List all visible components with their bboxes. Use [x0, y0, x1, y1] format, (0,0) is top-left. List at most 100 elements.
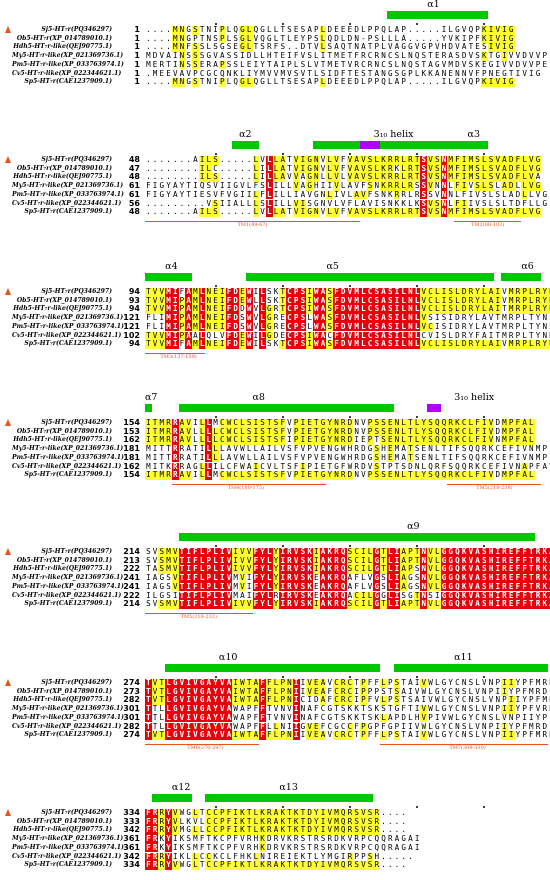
sequence-start-number: 1	[134, 68, 140, 78]
ruler-dot	[416, 23, 419, 25]
sequence-name: Cv5-HT₇r-like(XP_022344621.1)	[12, 591, 122, 599]
sequence-row: Ob5-HT₇r(XP_014789010.1) 1 .... M N G P T N S P L S G…	[0, 34, 550, 44]
sequence-row: Cv5-HT₇r-like(XP_022344621.1) 162 M I T K R R A G…	[0, 462, 550, 472]
ruler-dot	[348, 806, 351, 808]
sequence-start-number: 334	[123, 860, 140, 870]
sequence-row: My5-HT₇r-like(XP_021369736.1) 1 M D V A I N S S S G…	[0, 51, 550, 61]
sequence-row: Pm5-HT₇r-like(XP_033763974.1) 121 F L I M I P A M…	[0, 321, 550, 332]
sequence-row: Ob5-HT₇r(XP_014789010.1) 93 T V V M I P A M L N E I F D…	[0, 296, 550, 306]
tm-segment-label: TM6(270-297)	[187, 744, 224, 751]
sequence-start-number: 282	[123, 721, 140, 731]
sequence-name: Sp5-HT₇r(CAE1237909.1)	[24, 78, 112, 86]
ruler-dot	[483, 153, 486, 155]
sequence-name: Sj5-HT₇r(PQ346297)	[41, 26, 112, 33]
tm-segment-label: TM5(218-232)	[180, 613, 217, 620]
sequence-name: Hdh5-HT₇r-like(QEJ90775.1)	[13, 305, 112, 313]
sequence-row: Cv5-HT₇r-like(XP_022344621.1) 1 . M E E V A V P C G…	[0, 68, 550, 79]
sequence-start-number: 162	[123, 435, 140, 445]
ruler-dots	[0, 282, 550, 290]
ruler-dots	[0, 542, 550, 550]
tm-segment-label: TM2(88-102)	[471, 221, 505, 228]
sequence-name: Pm5-HT₇r-like(XP_033763974.1)	[12, 713, 124, 721]
ruler-dot	[281, 806, 284, 808]
sequence-name: Hdh5-HT₇r-like(QEJ90775.1)	[13, 173, 112, 181]
sequence-start-number: 274	[123, 678, 140, 687]
sequence-start-number: 1	[134, 77, 140, 87]
secondary-structure-row: α2 α3 3₁₀ helix	[0, 129, 550, 150]
helix-label: α3	[467, 129, 481, 140]
query-marker-icon	[5, 156, 11, 163]
sequence-start-number: 274	[123, 730, 140, 740]
ruler-dot	[348, 416, 351, 418]
sequence-name: Sp5-HT₇r(CAE1237909.1)	[24, 731, 112, 739]
sequence-row: My5-HT₇r-like(XP_021369736.1) 361 F R K Y I K S M…	[0, 834, 550, 844]
sequence-name: Pm5-HT₇r-like(XP_033763974.1)	[12, 843, 124, 851]
sequence-start-number: 61	[128, 181, 140, 191]
alpha-helix-bar	[165, 664, 381, 672]
secondary-structure-row: α4 α5 α6	[0, 261, 550, 282]
sequence-row: Sj5-HT₇r(PQ346297) 1 .... M N G S T N I P L Q G L Q G L L T…	[0, 25, 550, 35]
transmembrane-row: TM1(49-67) TM2(88-102)	[0, 219, 550, 231]
ruler-dot	[281, 23, 284, 25]
tm-segment-line	[145, 352, 206, 354]
alpha-helix-bar	[178, 533, 535, 541]
sequence-start-number: 153	[123, 426, 140, 436]
sequence-row: My5-HT₇r-like(XP_021369736.1) 121 F L I M I P A M…	[0, 313, 550, 323]
ruler-dot	[214, 806, 217, 808]
secondary-structure-row: α10 α11	[0, 652, 550, 673]
sequence-name: Sj5-HT₇r(PQ346297)	[41, 156, 112, 163]
alpha-helix-bar	[313, 141, 488, 149]
ruler-dot	[281, 416, 284, 418]
helix-label: α9	[407, 521, 420, 532]
transmembrane-row: TM5(218-232)	[0, 611, 550, 623]
sequence-row: Pm5-HT₇r-like(XP_033763974.1) 361 F R K Y I K S M…	[0, 842, 550, 853]
sequence-row: Hdh5-HT₇r-like(QEJ90775.1) 48 ........ I L S.…	[0, 173, 550, 183]
sequence-start-number: 214	[123, 547, 140, 556]
sequence-start-number: 361	[123, 842, 140, 852]
sequence-row: Sp5-HT₇r(CAE1237909.1) 274 T V T L G V I V G A Y V A I W…	[0, 730, 550, 740]
sequence-row: My5-HT₇r-like(XP_021369736.1) 241 I A G S V T I F…	[0, 573, 550, 583]
ruler-dot	[416, 285, 419, 287]
ruler-dot	[416, 676, 419, 678]
ruler-dot	[348, 285, 351, 287]
sequence-start-number: 241	[123, 573, 140, 583]
sequence-name: Sp5-HT₇r(CAE1237909.1)	[24, 340, 112, 348]
sequence-row: Ob5-HT₇r(XP_014789010.1) 273 T V T L G V I V G A Y V A…	[0, 686, 550, 697]
ruler-dot	[281, 676, 284, 678]
sequence-name: Ob5-HT₇r(XP_014789010.1)	[16, 296, 112, 304]
sequence-start-number: 61	[128, 189, 140, 199]
sequence-row: My5-HT₇r-like(XP_021369736.1) 301 T T L L G V I V…	[0, 704, 550, 714]
sequence-name: Pm5-HT₇r-like(XP_033763974.1)	[12, 453, 124, 461]
sequence-name: Sj5-HT₇r(PQ346297)	[41, 809, 112, 816]
sequence-start-number: 301	[123, 712, 140, 722]
sequence-row: Sj5-HT₇r(PQ346297) 214 S V S M V T I F L P L I V I V V F Y L…	[0, 547, 550, 557]
secondary-structure-row: α12 α13	[0, 782, 550, 803]
query-marker-icon	[5, 288, 11, 295]
sequence-start-number: 1	[134, 25, 140, 34]
sequence-start-number: 214	[123, 599, 140, 609]
sequence-row: Sj5-HT₇r(PQ346297) 334 F R R Y V W G L T C C P F I K T L K R…	[0, 808, 550, 818]
sequence-row: Pm5-HT₇r-like(XP_033763974.1) 241 I A G S V T I F…	[0, 582, 550, 592]
alpha-helix-bar	[205, 794, 374, 802]
helix-310-label: 3₁₀ helix	[454, 392, 495, 403]
sequence-name: Cv5-HT₇r-like(XP_022344621.1)	[12, 462, 122, 470]
sequence-name: My5-HT₇r-like(XP_021369736.1)	[12, 314, 124, 322]
sequence-row: Ob5-HT₇r(XP_014789010.1) 153 I T M R R A V L L L L C W…	[0, 426, 550, 437]
helix-label: α5	[326, 261, 339, 272]
